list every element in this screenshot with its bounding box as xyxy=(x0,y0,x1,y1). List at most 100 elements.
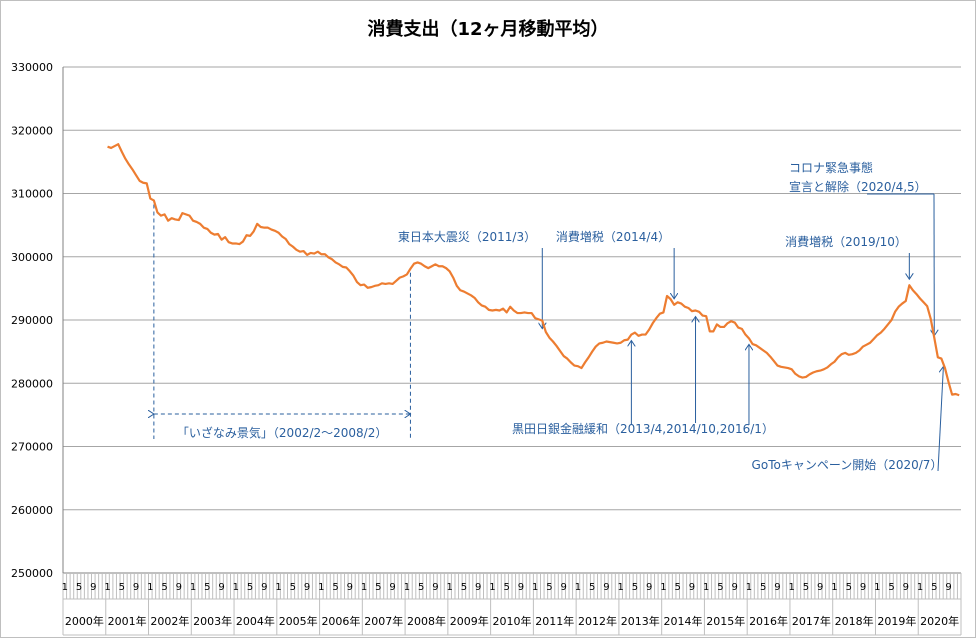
year-label: 2001年 xyxy=(108,614,147,628)
month-tick-label: 1 xyxy=(404,582,410,593)
month-tick-label: 1 xyxy=(233,582,239,593)
month-tick-label: 5 xyxy=(675,582,681,593)
year-label: 2010年 xyxy=(493,614,532,628)
chart-title: 消費支出（12ヶ月移動平均） xyxy=(367,18,608,40)
y-axis-tick-labels: 3300003200003100003000002900002800002700… xyxy=(11,61,53,580)
month-tick-label: 9 xyxy=(603,582,609,593)
month-tick-label: 9 xyxy=(218,582,224,593)
month-tick-label: 5 xyxy=(589,582,595,593)
month-tick-label: 9 xyxy=(945,582,951,593)
gridlines xyxy=(63,67,961,573)
y-tick-label: 290000 xyxy=(11,314,53,327)
month-tick-label: 9 xyxy=(176,582,182,593)
year-label: 2009年 xyxy=(450,614,489,628)
month-tick-label: 1 xyxy=(361,582,367,593)
year-label: 2002年 xyxy=(150,614,189,628)
month-tick-label: 9 xyxy=(347,582,353,593)
month-tick-label: 5 xyxy=(931,582,937,593)
month-tick-label: 1 xyxy=(703,582,709,593)
month-tick-label: 1 xyxy=(190,582,196,593)
month-tick-label: 1 xyxy=(489,582,495,593)
month-tick-label: 1 xyxy=(104,582,110,593)
month-tick-label: 1 xyxy=(147,582,153,593)
month-tick-label: 9 xyxy=(646,582,652,593)
month-tick-label: 1 xyxy=(62,582,68,593)
month-tick-label: 9 xyxy=(261,582,267,593)
month-tick-label: 5 xyxy=(546,582,552,593)
month-tick-label: 5 xyxy=(418,582,424,593)
year-label: 2017年 xyxy=(792,614,831,628)
month-tick-label: 9 xyxy=(475,582,481,593)
month-tick-label: 1 xyxy=(746,582,752,593)
month-tick-label: 1 xyxy=(617,582,623,593)
month-tick-label: 9 xyxy=(817,582,823,593)
y-tick-label: 250000 xyxy=(11,567,53,580)
month-tick-label: 5 xyxy=(247,582,253,593)
month-tick-label: 5 xyxy=(290,582,296,593)
year-label: 2019年 xyxy=(877,614,916,628)
year-label: 2016年 xyxy=(749,614,788,628)
month-tick-label: 5 xyxy=(461,582,467,593)
y-tick-label: 300000 xyxy=(11,251,53,264)
month-tick-label: 1 xyxy=(275,582,281,593)
year-label: 2018年 xyxy=(835,614,874,628)
year-label: 2003年 xyxy=(193,614,232,628)
y-tick-label: 330000 xyxy=(11,61,53,74)
annotations: 「いざなみ景気」（2002/2～2008/2） 東日本大震災（2011/3） 消費増… xyxy=(154,160,944,472)
month-tick-label: 5 xyxy=(632,582,638,593)
month-tick-label: 1 xyxy=(446,582,452,593)
annotation-izanami: 「いざなみ景気」（2002/2～2008/2） xyxy=(177,425,387,440)
month-tick-label: 1 xyxy=(789,582,795,593)
month-tick-label: 5 xyxy=(717,582,723,593)
month-tick-label: 1 xyxy=(660,582,666,593)
month-tick-label: 5 xyxy=(375,582,381,593)
month-tick-label: 1 xyxy=(532,582,538,593)
month-tick-label: 5 xyxy=(204,582,210,593)
y-tick-label: 280000 xyxy=(11,377,53,390)
year-label: 2013年 xyxy=(621,614,660,628)
month-tick-label: 1 xyxy=(917,582,923,593)
annotation-tax-2019: 消費増税（2019/10） xyxy=(785,234,907,249)
month-tick-label: 5 xyxy=(888,582,894,593)
month-tick-label: 1 xyxy=(831,582,837,593)
month-tick-label: 9 xyxy=(774,582,780,593)
year-label: 2006年 xyxy=(321,614,360,628)
y-tick-label: 260000 xyxy=(11,504,53,517)
month-tick-label: 9 xyxy=(518,582,524,593)
year-label: 2008年 xyxy=(407,614,446,628)
month-tick-label: 5 xyxy=(503,582,509,593)
month-tick-label: 1 xyxy=(575,582,581,593)
month-tick-label: 9 xyxy=(90,582,96,593)
month-tick-label: 1 xyxy=(318,582,324,593)
annotation-earthquake: 東日本大震災（2011/3） xyxy=(398,230,536,244)
month-tick-label: 5 xyxy=(161,582,167,593)
month-tick-label: 5 xyxy=(760,582,766,593)
month-tick-label: 9 xyxy=(432,582,438,593)
annotation-goto: GoToキャンペーン開始（2020/7） xyxy=(752,458,943,472)
month-tick-label: 9 xyxy=(689,582,695,593)
annotation-covid-line2: 宣言と解除（2020/4,5） xyxy=(789,179,927,194)
month-tick-label: 5 xyxy=(119,582,125,593)
month-tick-label: 9 xyxy=(389,582,395,593)
annotation-tax-2014: 消費増税（2014/4） xyxy=(556,229,670,244)
annotation-boj-easing: 黒田日銀金融緩和（2013/4,2014/10,2016/1） xyxy=(512,421,774,436)
year-label: 2014年 xyxy=(664,614,703,628)
month-tick-label: 5 xyxy=(846,582,852,593)
month-tick-label: 5 xyxy=(332,582,338,593)
year-label: 2005年 xyxy=(279,614,318,628)
year-label: 2012年 xyxy=(578,614,617,628)
month-tick-label: 9 xyxy=(732,582,738,593)
annotation-covid-line1: コロナ緊急事態 xyxy=(789,160,873,175)
year-label: 2020年 xyxy=(920,614,959,628)
y-tick-label: 320000 xyxy=(11,124,53,137)
year-label: 2004年 xyxy=(236,614,275,628)
year-label: 2015年 xyxy=(706,614,745,628)
month-tick-label: 5 xyxy=(76,582,82,593)
month-tick-label: 9 xyxy=(304,582,310,593)
month-tick-label: 9 xyxy=(560,582,566,593)
month-tick-label: 9 xyxy=(903,582,909,593)
month-tick-label: 9 xyxy=(860,582,866,593)
